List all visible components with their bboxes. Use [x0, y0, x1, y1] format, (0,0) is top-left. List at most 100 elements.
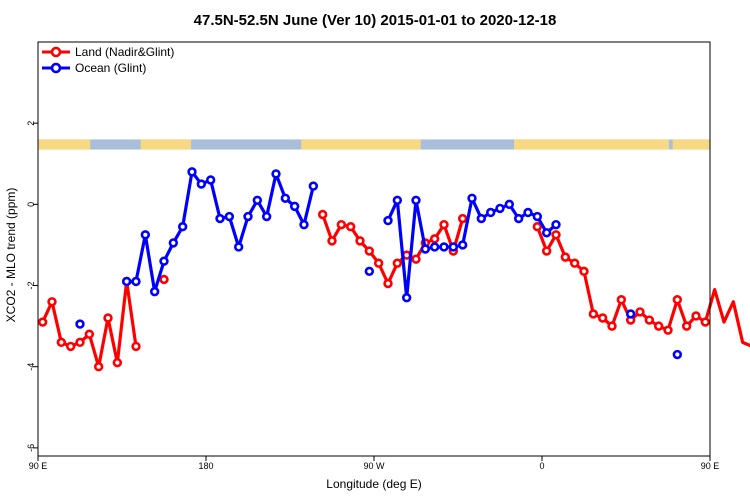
x-tick-label: 180	[198, 461, 213, 471]
data-point	[93, 362, 104, 372]
data-point	[700, 317, 711, 327]
data-point	[355, 236, 365, 246]
data-point	[383, 278, 393, 289]
data-point	[560, 252, 571, 262]
data-point	[616, 295, 627, 305]
data-point	[401, 293, 412, 303]
data-point	[681, 321, 692, 331]
strip-land	[301, 139, 421, 150]
data-point	[392, 258, 403, 268]
series-ocean	[75, 167, 683, 360]
data-point	[420, 244, 431, 254]
data-point	[168, 238, 179, 248]
y-tick-label: 2	[26, 121, 36, 126]
series-line	[321, 213, 465, 286]
data-point	[635, 307, 645, 317]
data-point	[672, 295, 683, 305]
data-point	[569, 258, 580, 268]
data-point	[429, 242, 440, 252]
data-point	[364, 246, 375, 256]
data-point	[187, 167, 197, 177]
data-point	[504, 199, 515, 210]
data-point	[112, 357, 123, 368]
data-point	[551, 230, 561, 240]
data-point	[177, 221, 188, 232]
data-point	[457, 240, 468, 250]
data-point	[47, 297, 57, 307]
data-point	[532, 211, 543, 222]
y-axis: 2 0 -2 -4 -6	[26, 121, 38, 452]
data-point	[37, 317, 48, 327]
legend: Land (Nadir&Glint) Ocean (Glint)	[42, 45, 174, 75]
data-point	[411, 254, 421, 264]
data-point	[663, 325, 673, 335]
x-axis: 90 E 180 90 W 0 90 E	[29, 456, 719, 471]
data-point	[75, 337, 85, 348]
legend-label: Ocean (Glint)	[75, 61, 146, 75]
data-point	[644, 315, 655, 325]
data-point	[271, 169, 281, 179]
plot-frame	[37, 41, 711, 457]
data-point	[672, 349, 683, 360]
data-point	[551, 219, 561, 230]
y-tick-label: -2	[26, 282, 36, 290]
data-point	[327, 236, 337, 246]
data-point	[439, 219, 449, 230]
data-point	[588, 309, 599, 319]
data-point	[513, 213, 524, 224]
legend-marker	[50, 62, 62, 74]
data-point	[205, 175, 216, 185]
data-point	[448, 242, 459, 252]
strip-land	[672, 139, 710, 150]
data-point	[131, 341, 141, 352]
legend-marker	[50, 46, 62, 58]
y-axis-label: XCO2 - MLO trend (ppm)	[4, 188, 18, 323]
strip-land	[140, 139, 192, 150]
chart-title: 47.5N-52.5N June (Ver 10) 2015-01-01 to …	[194, 12, 557, 29]
series-line	[126, 170, 315, 294]
data-point	[121, 276, 132, 287]
data-point	[159, 274, 169, 285]
data-point	[103, 313, 113, 323]
data-point	[140, 230, 151, 240]
data-point	[243, 211, 253, 222]
data-point	[224, 211, 235, 222]
data-point	[159, 256, 169, 266]
data-point	[75, 319, 85, 329]
data-point	[485, 207, 496, 218]
data-point	[383, 215, 393, 226]
data-point	[131, 276, 141, 287]
data-point	[495, 203, 505, 214]
data-point	[467, 193, 477, 203]
data-point	[532, 221, 543, 232]
data-point	[607, 321, 617, 331]
y-tick-label: -6	[26, 444, 36, 452]
data-point	[196, 179, 207, 189]
x-axis-label: Longitude (deg E)	[326, 477, 421, 491]
strip-land	[38, 139, 91, 150]
data-point	[597, 313, 608, 323]
strip-land	[514, 139, 669, 150]
y-tick-label: 0	[26, 202, 36, 207]
data-point	[439, 242, 449, 252]
data-point	[364, 266, 375, 277]
land-ocean-strip	[38, 139, 710, 150]
data-point	[233, 242, 244, 252]
data-point	[308, 181, 319, 191]
data-point	[84, 329, 95, 339]
y-tick-label: -4	[26, 363, 36, 371]
data-point	[457, 213, 468, 224]
data-point	[411, 195, 421, 205]
data-point	[392, 195, 403, 205]
data-point	[373, 258, 384, 268]
data-point	[261, 211, 272, 222]
data-point	[317, 209, 328, 220]
data-point	[252, 195, 263, 205]
data-point	[541, 246, 552, 256]
data-point	[215, 213, 225, 224]
data-point	[280, 193, 291, 203]
x-tick-label: 90 W	[363, 461, 385, 471]
data-point	[56, 337, 67, 348]
data-point	[653, 321, 664, 331]
